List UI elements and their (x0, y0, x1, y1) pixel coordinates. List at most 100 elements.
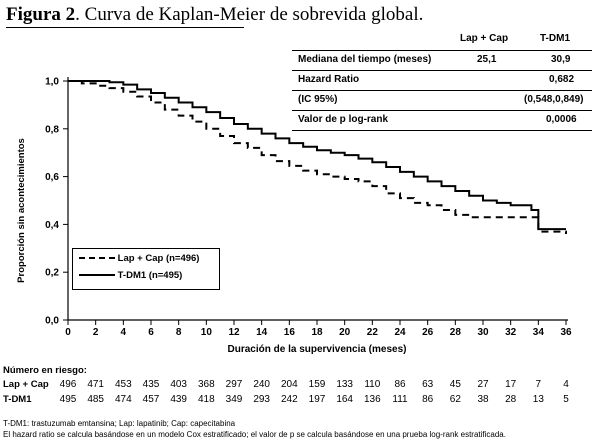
stats-value-tdm1: 30,9 (551, 54, 571, 65)
x-tick-label: 36 (560, 327, 572, 338)
x-tick-label: 22 (367, 327, 379, 338)
risk-value-tdm1: 457 (142, 394, 160, 405)
risk-value-tdm1: 418 (197, 394, 215, 405)
y-axis-label: Proporción sin acontecimientos (16, 138, 27, 283)
stats-label: Mediana del tiempo (meses) (298, 54, 432, 65)
risk-value-lap-cap: 453 (114, 379, 132, 390)
y-tick-label: 0,6 (45, 172, 59, 183)
y-tick-label: 0,8 (45, 124, 59, 135)
risk-value-tdm1: 5 (563, 394, 569, 405)
dashed-line-swatch-icon (79, 257, 115, 260)
series-line-lap-cap (68, 80, 567, 234)
risk-value-lap-cap: 403 (170, 379, 187, 390)
risk-value-lap-cap: 17 (505, 379, 517, 390)
footnote-methods: El hazard ratio se calcula basándose en … (3, 430, 506, 439)
legend-label-lap-cap: Lap + Cap (n=496) (117, 253, 200, 264)
figure-title: Figura 2. Curva de Kaplan-Meier de sobre… (6, 4, 423, 26)
risk-value-lap-cap: 204 (280, 379, 298, 390)
x-tick-label: 0 (65, 327, 71, 338)
risk-value-lap-cap: 110 (364, 379, 381, 390)
risk-value-lap-cap: 63 (422, 379, 434, 390)
series-line-tdm1 (68, 80, 566, 231)
risk-value-tdm1: 111 (392, 394, 408, 405)
legend-label-tdm1: T-DM1 (n=495) (117, 270, 183, 281)
risk-value-lap-cap: 297 (225, 379, 243, 390)
risk-value-lap-cap: 368 (197, 379, 215, 390)
x-tick-label: 14 (256, 327, 268, 338)
figure-title-text: . Curva de Kaplan-Meier de sobrevida glo… (75, 4, 424, 25)
risk-value-lap-cap: 27 (477, 379, 489, 390)
risk-value-tdm1: 293 (253, 394, 270, 405)
risk-value-tdm1: 349 (225, 394, 243, 405)
chart-legend: Lap + Cap (n=496) T-DM1 (n=495) (72, 248, 220, 290)
risk-row-label-lap-cap: Lap + Cap (3, 379, 49, 390)
stats-row: Hazard Ratio 0,682 (292, 71, 592, 91)
stats-table: Lap + Cap T-DM1 Mediana del tiempo (mese… (292, 33, 592, 131)
risk-value-lap-cap: 7 (535, 379, 542, 390)
x-tick-label: 2 (93, 327, 99, 338)
x-tick-label: 8 (176, 327, 182, 338)
title-underline (6, 27, 244, 28)
risk-value-lap-cap: 4 (563, 379, 569, 390)
x-tick-label: 32 (505, 327, 517, 338)
risk-value-lap-cap: 133 (336, 379, 353, 390)
risk-value-lap-cap: 159 (308, 379, 326, 390)
stats-row: Mediana del tiempo (meses) 25,1 30,9 (292, 51, 592, 71)
stats-value-tdm1: 0,682 (549, 74, 575, 85)
risk-value-tdm1: 485 (87, 394, 104, 405)
risk-value-tdm1: 28 (505, 394, 517, 405)
risk-value-tdm1: 474 (114, 394, 132, 405)
risk-value-tdm1: 62 (449, 394, 461, 405)
risk-value-lap-cap: 86 (394, 379, 406, 390)
footnote-abbreviations: T-DM1: trastuzumab emtansina; Lap: lapat… (3, 419, 236, 428)
risk-value-lap-cap: 435 (142, 379, 160, 390)
x-tick-label: 12 (228, 327, 240, 338)
x-tick-label: 16 (284, 327, 296, 338)
stats-value-lap-cap: 25,1 (477, 54, 497, 65)
risk-value-tdm1: 13 (532, 394, 544, 405)
legend-item-lap-cap: Lap + Cap (n=496) (79, 253, 199, 269)
x-tick-label: 20 (339, 327, 351, 338)
risk-value-lap-cap: 45 (449, 379, 461, 390)
risk-value-lap-cap: 240 (253, 379, 270, 390)
x-tick-label: 18 (311, 327, 323, 338)
stats-label: (IC 95%) (298, 94, 338, 105)
x-tick-label: 6 (148, 327, 154, 338)
stats-row: (IC 95%) (0,548,0,849) (292, 91, 592, 111)
x-tick-label: 10 (201, 327, 213, 338)
risk-value-tdm1: 136 (363, 394, 381, 405)
y-tick-label: 0,0 (45, 316, 59, 327)
legend-item-tdm1: T-DM1 (n=495) (79, 270, 182, 286)
solid-line-swatch-icon (79, 274, 115, 277)
risk-value-lap-cap: 496 (59, 379, 77, 390)
stats-header-lap-cap: Lap + Cap (460, 33, 509, 44)
x-tick-label: 24 (394, 327, 406, 338)
risk-value-tdm1: 164 (336, 394, 353, 405)
risk-value-lap-cap: 471 (87, 379, 104, 390)
stats-header-tdm1: T-DM1 (540, 33, 570, 44)
figure-title-number: Figura 2 (6, 4, 76, 25)
stats-label: Valor de p log-rank (298, 114, 389, 125)
x-tick-label: 30 (477, 327, 489, 338)
risk-value-tdm1: 38 (477, 394, 489, 405)
risk-value-tdm1: 495 (59, 394, 77, 405)
y-tick-label: 1,0 (45, 77, 59, 88)
x-tick-label: 26 (422, 327, 434, 338)
risk-value-tdm1: 86 (422, 394, 434, 405)
y-tick-label: 0,2 (45, 268, 59, 279)
x-axis-label: Duración de la supervivencia (meses) (228, 344, 407, 355)
risk-value-tdm1: 242 (280, 394, 298, 405)
x-tick-label: 28 (450, 327, 462, 338)
risk-table-heading: Número en riesgo: (3, 365, 87, 376)
stats-table-header: Lap + Cap T-DM1 (292, 33, 592, 51)
x-tick-label: 4 (121, 327, 127, 338)
risk-value-tdm1: 197 (308, 394, 326, 405)
stats-row: Valor de p log-rank 0,0006 (292, 111, 592, 131)
y-tick-label: 0,4 (45, 220, 59, 231)
risk-row-label-tdm1: T-DM1 (3, 394, 32, 405)
x-tick-label: 34 (533, 327, 545, 338)
risk-value-tdm1: 439 (170, 394, 187, 405)
stats-value-tdm1: (0,548,0,849) (524, 94, 584, 105)
stats-label: Hazard Ratio (298, 74, 360, 85)
